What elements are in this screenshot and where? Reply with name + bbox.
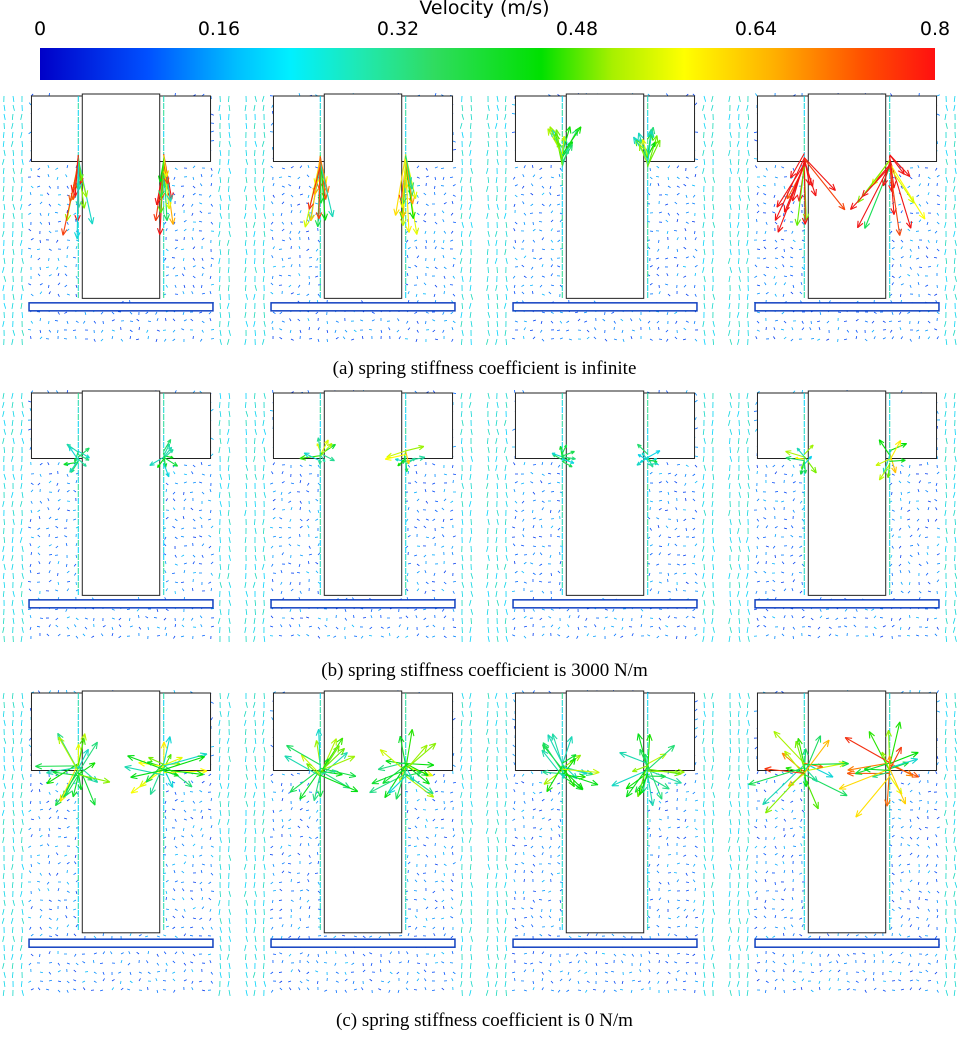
caption-c: (c) spring stiffness coefficient is 0 N/… [336, 1010, 633, 1031]
panel-2-1 [243, 690, 474, 997]
panel-0-0 [2, 92, 232, 346]
colorbar-tick-5: 0.8 [919, 18, 951, 40]
panel-1-3 [728, 389, 958, 643]
colorbar-tick-4: 0.64 [734, 18, 778, 40]
panel-2-0 [1, 689, 232, 997]
colorbar-title: Velocity (m/s) [419, 0, 550, 19]
row-c: (c) spring stiffness coefficient is 0 N/… [0, 685, 969, 1043]
colorbar-gradient [40, 48, 935, 80]
panel-0-3 [727, 92, 957, 346]
colorbar-tick-3: 0.48 [555, 18, 599, 40]
panel-1-0 [2, 390, 232, 643]
panel-1-1 [244, 389, 474, 643]
panel-0-2 [486, 92, 716, 346]
colorbar-tick-2: 0.32 [376, 18, 420, 40]
colorbar-tick-0: 0 [33, 18, 47, 40]
caption-a: (a) spring stiffness coefficient is infi… [332, 358, 637, 379]
row-a-vector-plots [2, 92, 957, 346]
velocity-colorbar: Velocity (m/s) 0 0.16 0.32 0.48 0.64 0.8 [0, 0, 969, 90]
row-a: (a) spring stiffness coefficient is infi… [0, 88, 969, 388]
row-b: (b) spring stiffness coefficient is 3000… [0, 385, 969, 685]
panel-1-2 [486, 389, 715, 642]
colorbar-tick-1: 0.16 [197, 18, 241, 40]
caption-b: (b) spring stiffness coefficient is 3000… [321, 660, 648, 681]
row-b-vector-plots [2, 389, 958, 643]
panel-2-3 [727, 689, 958, 997]
panel-2-2 [485, 689, 716, 997]
panel-0-1 [243, 92, 474, 346]
row-c-vector-plots [1, 689, 958, 997]
